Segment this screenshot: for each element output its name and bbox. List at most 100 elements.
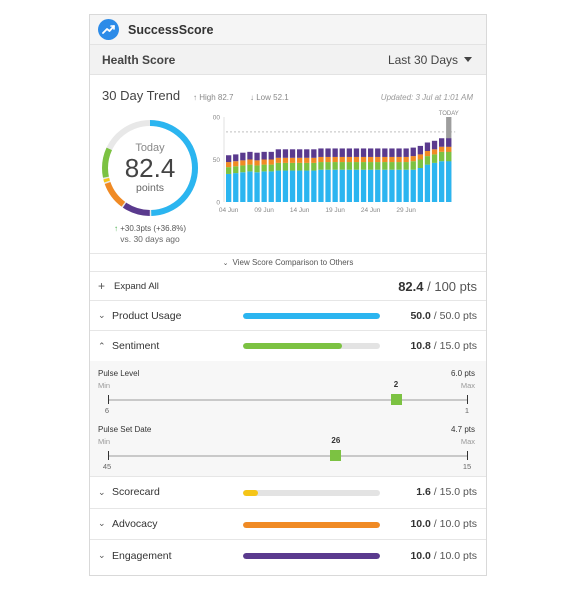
bar-segment bbox=[247, 171, 253, 202]
trend-title: 30 Day Trend bbox=[102, 88, 181, 103]
bar-segment bbox=[318, 169, 324, 202]
bar-segment bbox=[289, 162, 296, 171]
bar-segment bbox=[431, 154, 438, 163]
bar-segment bbox=[318, 148, 324, 157]
bar-segment bbox=[254, 172, 260, 202]
bar-segment bbox=[353, 148, 360, 157]
expand-all-row[interactable]: + Expand All 82.4 / 100 pts bbox=[90, 272, 486, 301]
category-label: Sentiment bbox=[112, 340, 160, 352]
bar-segment bbox=[297, 149, 303, 158]
category-progress-fill bbox=[243, 521, 380, 528]
category-progress-fill bbox=[243, 553, 380, 559]
chevron-down-icon: ⌄ bbox=[98, 518, 106, 529]
bar-segment bbox=[431, 162, 438, 202]
bar-segment bbox=[332, 169, 338, 202]
bar-segment bbox=[226, 162, 232, 168]
y-tick-label: 00 bbox=[213, 115, 221, 122]
bar-segment bbox=[275, 149, 281, 158]
bar-segment bbox=[439, 146, 445, 152]
bar-segment bbox=[240, 165, 246, 173]
bar-segment bbox=[226, 155, 232, 163]
y-tick-label: 50 bbox=[213, 157, 221, 164]
bar-segment bbox=[304, 162, 310, 171]
bar-segment bbox=[297, 162, 303, 171]
slider-current-value: 2 bbox=[393, 380, 399, 389]
total-score-max: / 100 pts bbox=[423, 278, 477, 294]
category-score-max: / 50.0 pts bbox=[430, 309, 477, 322]
bar-segment bbox=[311, 149, 317, 158]
chevron-down-icon: ⌄ bbox=[98, 550, 106, 561]
bar-segment bbox=[297, 157, 303, 163]
slider-handle[interactable] bbox=[390, 394, 402, 405]
bar-segment bbox=[375, 162, 381, 170]
bar-segment bbox=[368, 169, 374, 202]
pulse-level-slider[interactable]: 2 bbox=[108, 380, 468, 405]
slider-current-value: 26 bbox=[331, 436, 341, 445]
slider-handle[interactable] bbox=[330, 450, 342, 461]
bar-segment bbox=[275, 157, 281, 163]
category-row-product-usage[interactable]: ⌄ Product Usage 50.0 / 50.0 pts bbox=[90, 301, 486, 331]
bar-segment bbox=[375, 169, 381, 202]
category-row-sentiment[interactable]: ⌃ Sentiment 10.8 / 15.0 pts bbox=[90, 331, 486, 361]
date-range-label: Last 30 Days bbox=[387, 52, 458, 67]
bar-segment bbox=[368, 148, 374, 157]
arrow-up-icon: ↑ bbox=[113, 224, 121, 233]
bar-segment bbox=[417, 159, 423, 168]
bar-segment bbox=[382, 162, 388, 170]
bar-segment bbox=[325, 162, 331, 170]
slider-min-value: 6 bbox=[104, 406, 110, 415]
bar-segment bbox=[339, 156, 345, 163]
bar-segment bbox=[339, 162, 345, 170]
bar-segment bbox=[382, 169, 388, 202]
category-row-advocacy[interactable]: ⌄ Advocacy 10.0 / 10.0 pts bbox=[90, 509, 486, 540]
detail-points: 4.7 pts bbox=[450, 425, 475, 434]
slider-max-value: 1 bbox=[464, 406, 470, 415]
date-range-dropdown[interactable]: Last 30 Days bbox=[388, 53, 472, 67]
bar-segment bbox=[268, 164, 274, 172]
bar-segment bbox=[403, 162, 409, 170]
gauge-unit-label: points bbox=[135, 182, 165, 194]
total-score-value: 82.4 bbox=[398, 278, 424, 294]
bar-segment bbox=[396, 156, 402, 163]
bar-segment bbox=[226, 167, 232, 174]
slider-max-label: Max bbox=[460, 381, 475, 390]
bar-segment bbox=[389, 156, 395, 163]
bar-segment bbox=[289, 170, 296, 202]
bar-segment bbox=[410, 147, 416, 157]
category-label: Scorecard bbox=[112, 486, 160, 499]
slider-end-tick bbox=[467, 451, 468, 460]
detail-points: 6.0 pts bbox=[450, 369, 475, 378]
bar-segment bbox=[410, 156, 416, 162]
chevron-up-icon: ⌃ bbox=[98, 340, 106, 351]
category-row-scorecard[interactable]: ⌄ Scorecard 1.6 / 15.0 pts bbox=[90, 477, 486, 509]
category-progress-fill bbox=[243, 490, 258, 496]
x-tick-label: 09 Jun bbox=[254, 207, 274, 214]
bar-segment bbox=[318, 162, 324, 170]
bar-segment bbox=[410, 161, 416, 170]
bar-segment bbox=[368, 156, 374, 163]
bar-segment bbox=[389, 169, 395, 202]
slider-min-value: 45 bbox=[102, 462, 112, 471]
bar-segment bbox=[417, 168, 423, 202]
x-tick-label: 14 Jun bbox=[290, 207, 310, 214]
trend-chart: 00 50 0 TODAY 04 Jun 09 Jun 14 Jun 19 Jun 24 Jun… bbox=[213, 111, 459, 214]
bar-segment bbox=[353, 162, 360, 170]
bar-segment bbox=[261, 151, 267, 160]
bar-segment bbox=[233, 166, 239, 174]
bar-segment bbox=[233, 173, 239, 202]
category-progress-fill bbox=[243, 313, 380, 319]
category-progress-bar bbox=[243, 343, 380, 349]
category-score-value: 50.0 bbox=[410, 309, 431, 322]
category-label: Advocacy bbox=[112, 517, 158, 530]
bar-segment bbox=[446, 161, 452, 202]
pulse-set-date-slider[interactable]: 26 bbox=[108, 436, 468, 461]
category-row-engagement[interactable]: ⌄ Engagement 10.0 / 10.0 pts bbox=[90, 540, 486, 572]
bar-segment bbox=[439, 161, 445, 202]
view-comparison-link[interactable]: ⌄ View Score Comparison to Others bbox=[90, 253, 486, 272]
bar-segment bbox=[417, 145, 423, 155]
bar-segment bbox=[311, 157, 317, 163]
bar-segment bbox=[360, 162, 367, 170]
category-score-max: / 15.0 pts bbox=[430, 486, 477, 499]
category-list-bottom: ⌄ Scorecard 1.6 / 15.0 pts ⌄ Advocacy 10… bbox=[90, 477, 486, 572]
bar-segment bbox=[261, 171, 267, 202]
